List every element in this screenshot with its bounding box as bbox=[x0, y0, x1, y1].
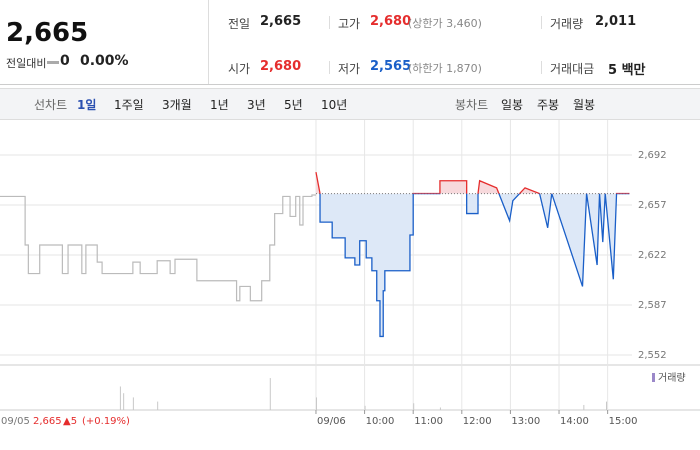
info-label: 고가 bbox=[338, 17, 361, 31]
tab[interactable]: 5년 bbox=[284, 98, 303, 112]
tab[interactable]: 10년 bbox=[321, 98, 348, 112]
volume-bar bbox=[583, 404, 585, 410]
y-tick-label: 2,552 bbox=[638, 350, 667, 361]
volume-bar bbox=[157, 401, 159, 410]
volume-bar bbox=[269, 378, 271, 410]
info-value: 2,665 bbox=[260, 14, 302, 29]
x-tick-label: 14:00 bbox=[560, 416, 589, 427]
divider bbox=[541, 16, 542, 29]
volume-bar bbox=[315, 397, 317, 410]
info-value: 2,680 bbox=[260, 59, 302, 74]
info-label: 거래량 bbox=[550, 17, 584, 31]
info-value: 2,565 bbox=[370, 59, 412, 74]
volume-bar bbox=[413, 403, 415, 410]
tab-bar bbox=[0, 88, 700, 120]
divider bbox=[329, 61, 330, 74]
x-tick-label: 13:00 bbox=[511, 416, 540, 427]
info-label: 시가 bbox=[228, 62, 251, 76]
legend-label: 거래량 bbox=[658, 372, 686, 384]
volume-bar bbox=[606, 401, 608, 410]
tab[interactable]: 1일 bbox=[77, 98, 97, 112]
volume-bar bbox=[132, 397, 134, 410]
divider bbox=[329, 16, 330, 29]
info-value: 5 백만 bbox=[608, 63, 646, 78]
info-note: (상한가 3,460) bbox=[408, 17, 482, 30]
volume-bar bbox=[439, 407, 441, 410]
footer-date: 09/05 bbox=[1, 416, 30, 427]
volume-bar bbox=[364, 405, 366, 410]
y-tick-label: 2,657 bbox=[638, 200, 667, 211]
info-value: 2,011 bbox=[595, 14, 637, 29]
info-label: 거래대금 bbox=[550, 62, 595, 76]
flat-icon bbox=[47, 61, 59, 64]
change: 0 bbox=[60, 53, 70, 69]
info-label: 저가 bbox=[338, 62, 361, 76]
footer-change: ▲5 bbox=[63, 416, 77, 427]
prev-line bbox=[0, 194, 316, 302]
x-tick-label: 10:00 bbox=[366, 416, 395, 427]
volume-bar bbox=[119, 386, 121, 410]
quote-panel bbox=[0, 0, 700, 85]
tab-label: 선차트 bbox=[34, 98, 68, 112]
x-tick-label: 09/06 bbox=[317, 416, 346, 427]
tab[interactable]: 주봉 bbox=[537, 98, 560, 112]
tab[interactable]: 1주일 bbox=[114, 98, 144, 112]
info-value: 2,680 bbox=[370, 14, 412, 29]
divider bbox=[208, 0, 209, 84]
change-pct: 0.00% bbox=[80, 53, 129, 69]
tab[interactable]: 월봉 bbox=[573, 98, 596, 112]
divider bbox=[541, 61, 542, 74]
tab-label: 봉차트 bbox=[455, 98, 489, 112]
volume-bar bbox=[123, 393, 125, 410]
footer-pct: (+0.19%) bbox=[82, 416, 130, 427]
line-down bbox=[319, 193, 630, 338]
footer-price: 2,665 bbox=[33, 416, 62, 427]
y-tick-label: 2,587 bbox=[638, 300, 667, 311]
y-tick-label: 2,622 bbox=[638, 250, 667, 261]
area-down bbox=[320, 193, 617, 337]
x-tick-label: 15:00 bbox=[609, 416, 638, 427]
legend-swatch bbox=[652, 373, 655, 382]
tab[interactable]: 3년 bbox=[247, 98, 266, 112]
tab[interactable]: 3개월 bbox=[162, 98, 192, 112]
tab[interactable]: 일봉 bbox=[501, 98, 524, 112]
price: 2,665 bbox=[6, 18, 89, 48]
info-note: (하한가 1,870) bbox=[408, 62, 482, 75]
tab[interactable]: 1년 bbox=[210, 98, 229, 112]
y-tick-label: 2,692 bbox=[638, 150, 667, 161]
x-tick-label: 11:00 bbox=[414, 416, 443, 427]
info-label: 전일 bbox=[228, 17, 251, 31]
x-tick-label: 12:00 bbox=[463, 416, 492, 427]
change-label: 전일대비 bbox=[6, 57, 47, 70]
